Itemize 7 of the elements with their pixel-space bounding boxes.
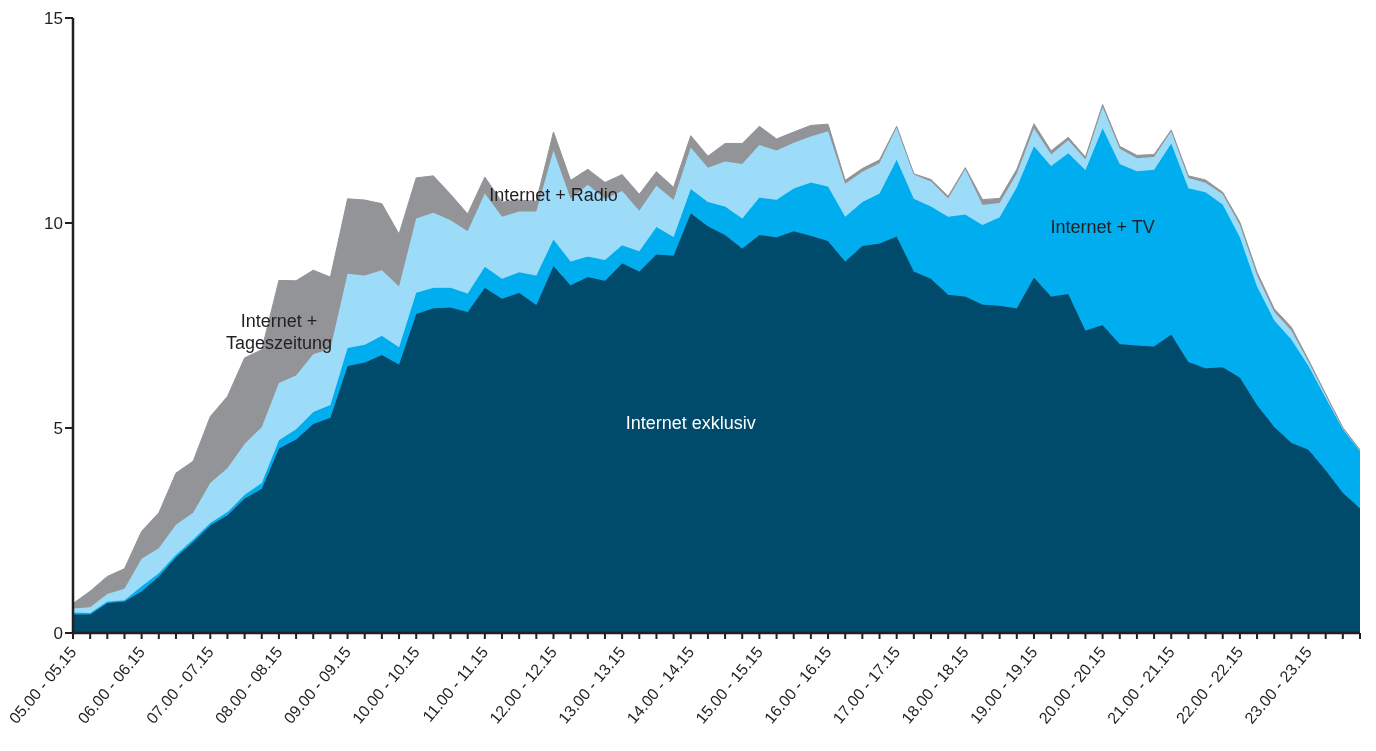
y-tick-label: 15 [44,9,63,29]
series-label: Internet + TV [1050,216,1155,237]
y-tick-label: 0 [53,624,63,644]
series-label: Internet exklusiv [625,413,756,434]
series-label: Internet + Radio [489,184,618,205]
y-tick-label: 5 [53,419,63,439]
y-tick-label: 10 [44,214,63,234]
